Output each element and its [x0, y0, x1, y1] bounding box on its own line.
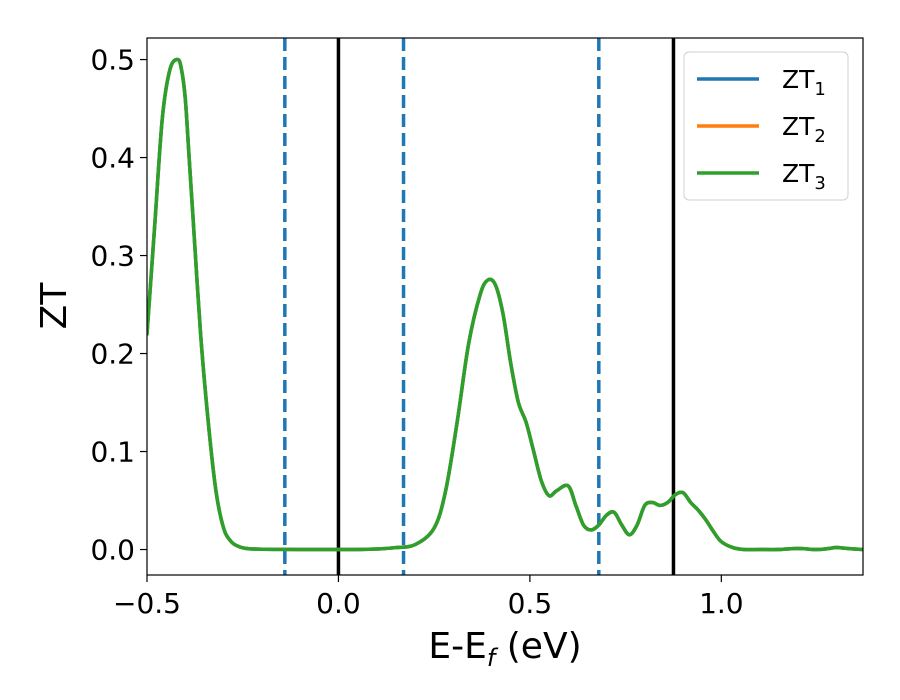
reference-lines	[283, 38, 676, 575]
legend-label-zt2: ZT2	[782, 112, 826, 147]
legend-label-zt3: ZT3	[782, 159, 826, 194]
y-tick-label-4: 0.4	[90, 142, 135, 175]
y-tick-label-5: 0.5	[90, 44, 135, 77]
y-tick-label-3: 0.3	[90, 240, 135, 273]
x-tick-label-0: −0.5	[113, 587, 181, 620]
x-tick-label-1: 0.0	[316, 587, 361, 620]
y-tick-label-2: 0.2	[90, 338, 135, 371]
legend: ZT1 ZT2 ZT3	[683, 51, 849, 201]
legend-frame	[683, 51, 849, 201]
x-tick-label-3: 1.0	[699, 587, 744, 620]
y-axis-label: ZT	[34, 282, 75, 330]
y-tick-label-1: 0.1	[90, 436, 135, 469]
y-tick-label-0: 0.0	[90, 534, 135, 567]
y-axis-ticks: 0.0 0.1 0.2 0.3 0.4 0.5	[90, 44, 147, 567]
x-axis-label: E-Ef (eV)	[428, 626, 581, 672]
plot-frame	[146, 37, 864, 576]
legend-label-zt1: ZT1	[782, 65, 826, 100]
x-tick-label-2: 0.5	[508, 587, 553, 620]
x-axis-ticks: −0.5 0.0 0.5 1.0	[113, 575, 744, 620]
series-line-zt3	[147, 57, 863, 552]
series-lines	[147, 57, 863, 552]
